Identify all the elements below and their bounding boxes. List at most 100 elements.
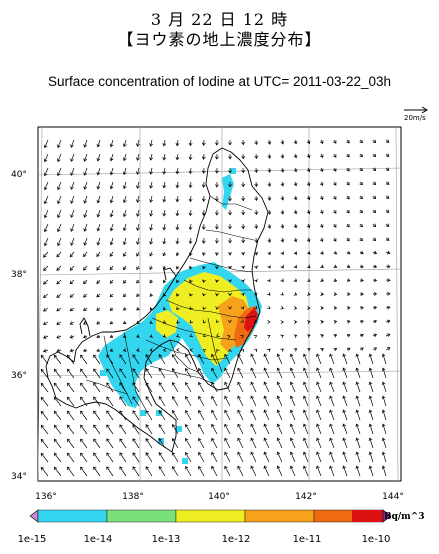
wind-vector xyxy=(294,139,297,144)
wind-vector-head xyxy=(211,423,215,428)
wind-vector-head xyxy=(346,181,350,186)
wind-vector xyxy=(97,139,101,148)
wind-vector xyxy=(198,354,205,365)
wind-vector-head xyxy=(93,438,97,443)
wind-vector xyxy=(106,354,114,365)
wind-vector-head xyxy=(381,395,386,400)
wind-vector-head xyxy=(106,368,110,372)
wind-vector-head xyxy=(93,382,97,387)
wind-vector-head xyxy=(303,423,307,428)
wind-vector-head xyxy=(320,306,324,310)
wind-vector xyxy=(172,466,179,477)
wind-vector-head xyxy=(280,251,284,256)
wind-vector xyxy=(158,396,166,407)
wind-vector xyxy=(163,209,166,216)
colorbar-segment xyxy=(175,509,246,523)
wind-vector xyxy=(119,438,127,449)
wind-vector xyxy=(97,237,101,246)
wind-vector xyxy=(255,181,257,187)
wind-vector xyxy=(176,209,179,216)
wind-vector-head xyxy=(149,157,153,161)
wind-vector xyxy=(145,424,153,435)
wind-vector xyxy=(356,381,361,393)
wind-vector-head xyxy=(93,424,97,429)
wind-vector xyxy=(56,293,62,298)
wind-vector-head xyxy=(83,280,87,285)
plume-area xyxy=(218,296,250,352)
wind-vector-head xyxy=(149,306,154,311)
wind-vector-head xyxy=(306,140,311,145)
wind-vector xyxy=(145,396,153,407)
wind-vector xyxy=(56,349,62,352)
wind-vector xyxy=(290,451,296,463)
wind-vector xyxy=(163,237,166,244)
wind-vector xyxy=(172,382,179,393)
wind-vector-head xyxy=(96,280,100,284)
wind-vector xyxy=(343,353,348,365)
wind-vector-head xyxy=(122,227,127,232)
wind-vector-head xyxy=(83,242,88,246)
wind-vector-head xyxy=(66,410,71,415)
wind-vector-head xyxy=(149,334,154,338)
wind-vector-head xyxy=(373,347,378,351)
wind-vector xyxy=(119,410,127,421)
wind-vector-head xyxy=(333,182,337,186)
wind-vector xyxy=(83,307,88,311)
wind-scale-arrow xyxy=(404,106,428,114)
wind-vector xyxy=(150,195,153,203)
wind-vector xyxy=(150,181,153,189)
wind-vector-head xyxy=(333,238,337,242)
wind-vector xyxy=(123,195,127,203)
lon-label-142: 142° xyxy=(295,492,317,502)
wind-vector xyxy=(316,437,322,449)
wind-vector-head xyxy=(202,279,206,283)
wind-vector-head xyxy=(149,293,154,297)
wind-vector xyxy=(176,195,179,202)
wind-vector-head xyxy=(96,348,100,353)
wind-vector xyxy=(198,452,205,463)
wind-vector-head xyxy=(162,142,167,147)
wind-vector-head xyxy=(43,144,48,149)
wind-vector-head xyxy=(280,141,285,145)
wind-vector-head xyxy=(211,437,215,442)
wind-vector-head xyxy=(109,171,114,176)
wind-vector xyxy=(84,223,88,232)
wind-vector xyxy=(119,452,127,463)
wind-vector-head xyxy=(373,319,378,324)
wind-vector xyxy=(106,396,114,407)
wind-vector xyxy=(110,223,114,231)
wind-vector xyxy=(96,307,101,311)
wind-vector-head xyxy=(149,320,154,324)
colorbar xyxy=(29,509,392,523)
wind-vector xyxy=(356,409,361,421)
wind-vector-head xyxy=(320,334,324,338)
wind-vector-head xyxy=(145,382,149,386)
wind-vector-head xyxy=(43,254,47,258)
wind-vector-head xyxy=(250,395,254,400)
wind-vector xyxy=(158,466,166,477)
wind-vector xyxy=(211,368,218,379)
wind-vector-head xyxy=(360,333,364,338)
wind-vector-head xyxy=(93,396,97,401)
wind-vector xyxy=(281,167,284,173)
wind-vector-head xyxy=(162,226,167,231)
wind-vector xyxy=(198,438,205,449)
wind-vector xyxy=(369,465,374,477)
wind-vector xyxy=(185,452,192,463)
wind-vector-head xyxy=(240,335,245,339)
wind-vector xyxy=(97,209,101,218)
wind-vector xyxy=(123,167,127,175)
wind-vector-head xyxy=(136,253,140,257)
wind-vector-head xyxy=(188,226,193,231)
wind-vector xyxy=(43,321,49,325)
wind-vector-head xyxy=(158,410,163,414)
wind-vector-head xyxy=(385,237,390,241)
wind-vector xyxy=(255,139,257,145)
wind-vector-head xyxy=(228,142,232,146)
wind-vector-head xyxy=(386,319,391,324)
wind-vector xyxy=(145,438,153,449)
wind-vector xyxy=(294,223,297,228)
wind-vector-head xyxy=(293,238,298,243)
wind-vector xyxy=(329,465,335,477)
wind-vector-head xyxy=(385,209,390,213)
